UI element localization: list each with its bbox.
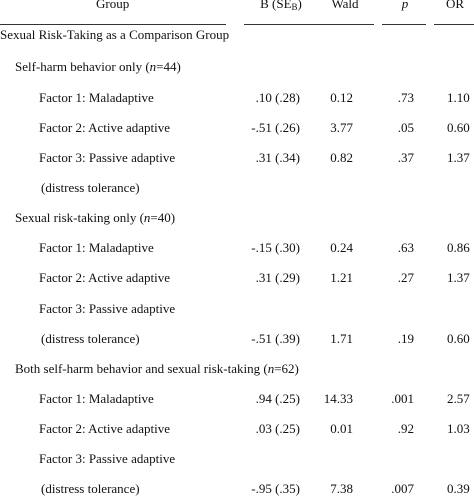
header-wald: Wald xyxy=(331,0,359,11)
header-rule-p xyxy=(382,24,426,25)
row-p: .19 xyxy=(397,331,414,346)
row-or: 0.60 xyxy=(447,120,470,135)
row-p: .007 xyxy=(391,481,414,496)
row-factor: Factor 3: Passive adaptive xyxy=(39,451,176,466)
row-factor: (distress tolerance) xyxy=(41,180,140,195)
row-b: .10 (.28) xyxy=(255,90,300,105)
row-or: 0.39 xyxy=(447,481,470,496)
row-wald: 3.77 xyxy=(330,120,353,135)
row-p: .37 xyxy=(397,150,414,165)
row-factor: Factor 1: Maladaptive xyxy=(39,240,154,255)
row-wald: 7.38 xyxy=(330,481,353,496)
row-p: .73 xyxy=(397,90,414,105)
header-b: B (SEB) xyxy=(260,0,302,12)
row-or: 0.86 xyxy=(447,240,470,255)
row-p: .001 xyxy=(391,391,414,406)
row-wald: 1.71 xyxy=(330,331,353,346)
row-b: -.15 (.30) xyxy=(251,240,300,255)
row-factor: Factor 1: Maladaptive xyxy=(39,391,154,406)
row-or: 1.10 xyxy=(447,90,470,105)
row-factor: Factor 3: Passive adaptive xyxy=(39,150,176,165)
header-rule-wald xyxy=(320,24,374,25)
group-label: Self-harm behavior only (n=44) xyxy=(15,59,181,74)
row-wald: 14.33 xyxy=(323,391,353,406)
header-rule-b xyxy=(244,24,322,25)
row-factor: Factor 1: Maladaptive xyxy=(39,90,154,105)
header-rule-group xyxy=(0,24,226,25)
header-rule-or xyxy=(434,24,474,25)
row-or: 0.60 xyxy=(447,331,470,346)
row-factor: Factor 2: Active adaptive xyxy=(39,421,171,436)
row-b: .94 (.25) xyxy=(255,391,300,406)
row-wald: 0.12 xyxy=(330,90,353,105)
section-title: Sexual Risk-Taking as a Comparison Group xyxy=(0,27,230,42)
header-p: p xyxy=(401,0,409,11)
row-or: 2.57 xyxy=(447,391,470,406)
group-label: Sexual risk-taking only (n=40) xyxy=(15,210,176,225)
row-factor: (distress tolerance) xyxy=(41,331,140,346)
group-label: Both self-harm behavior and sexual risk-… xyxy=(15,361,299,376)
row-p: .05 xyxy=(397,120,414,135)
row-b: .03 (.25) xyxy=(255,421,300,436)
row-p: .63 xyxy=(397,240,414,255)
row-b: -.95 (.35) xyxy=(251,481,300,496)
header-group: Group xyxy=(96,0,130,11)
row-wald: 1.21 xyxy=(330,270,353,285)
row-or: 1.03 xyxy=(447,421,470,436)
row-wald: 0.01 xyxy=(330,421,353,436)
row-or: 1.37 xyxy=(447,150,470,165)
row-or: 1.37 xyxy=(447,270,470,285)
row-factor: (distress tolerance) xyxy=(41,481,140,496)
row-wald: 0.24 xyxy=(330,240,353,255)
row-factor: Factor 2: Active adaptive xyxy=(39,270,171,285)
row-factor: Factor 2: Active adaptive xyxy=(39,120,171,135)
row-b: .31 (.29) xyxy=(255,270,300,285)
row-b: -.51 (.26) xyxy=(251,120,300,135)
row-factor: Factor 3: Passive adaptive xyxy=(39,301,176,316)
row-b: .31 (.34) xyxy=(255,150,300,165)
header-or: OR xyxy=(445,0,465,11)
row-wald: 0.82 xyxy=(330,150,353,165)
row-b: -.51 (.39) xyxy=(251,331,300,346)
row-p: .27 xyxy=(397,270,414,285)
row-p: .92 xyxy=(397,421,414,436)
